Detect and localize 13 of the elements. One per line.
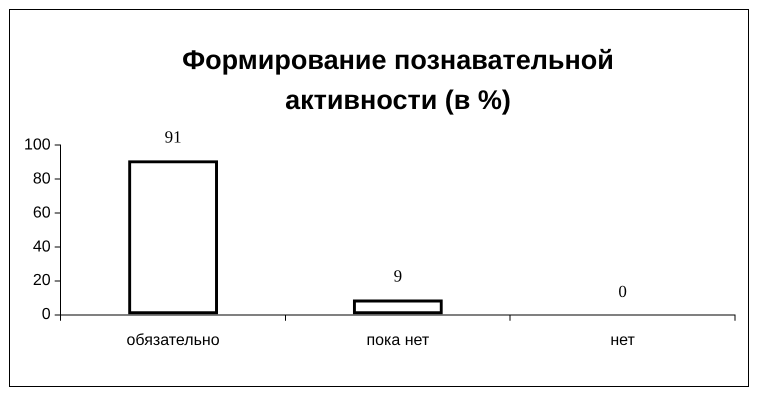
y-tick-label: 0: [42, 306, 51, 324]
data-label: 9: [394, 266, 402, 286]
x-tick-label: пока нет: [366, 332, 430, 349]
y-tick-label: 40: [32, 238, 51, 256]
y-tick-label: 80: [32, 170, 51, 188]
x-tick-label: обязательно: [126, 332, 220, 349]
y-tick-label: 20: [32, 272, 51, 290]
y-tick-label: 60: [32, 204, 51, 222]
x-tick-label: нет: [610, 332, 636, 349]
y-tick-label: 100: [24, 136, 51, 154]
chart-title: Формирование познавательной активности (в %): [181, 44, 615, 117]
data-label: 91: [164, 127, 182, 146]
data-label: 0: [618, 282, 627, 301]
